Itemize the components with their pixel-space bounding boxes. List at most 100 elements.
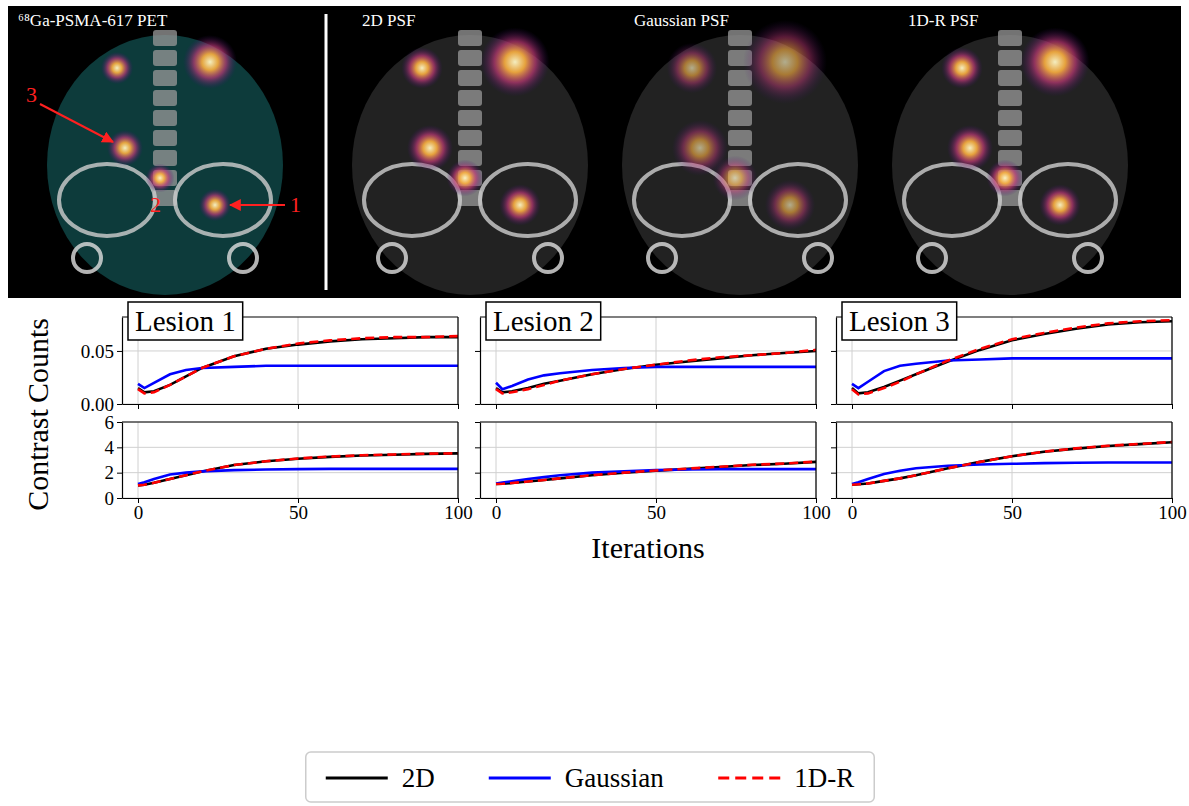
body-outline (892, 35, 1128, 295)
image-title: 1D-R PSF (908, 11, 978, 30)
tick-mark (117, 473, 122, 474)
tick: 100 (1158, 498, 1187, 523)
x-axis-line (837, 404, 1173, 405)
tick-mark (816, 404, 817, 409)
tick (831, 473, 836, 474)
legend-label: 1D-R (794, 763, 854, 793)
tick-mark (117, 351, 122, 352)
vertebra (998, 110, 1022, 126)
image-panel (622, 20, 858, 295)
tick-mark (831, 498, 836, 499)
tick-mark (852, 404, 853, 409)
image-panel (352, 28, 588, 296)
tick: 0 (492, 498, 502, 523)
y-axis-line (836, 318, 837, 405)
legend-box (306, 752, 874, 802)
uptake (407, 125, 453, 171)
tick-mark (475, 447, 480, 448)
arrow (230, 204, 285, 206)
vertebra (998, 50, 1022, 66)
vertebra (458, 90, 482, 106)
image-title: ⁶⁸Ga-PSMA-617 PET (18, 11, 168, 30)
legend-label: Gaussian (565, 763, 664, 793)
x-axis-line (837, 498, 1173, 499)
grid-line-y (480, 447, 816, 448)
uptake (713, 156, 758, 201)
tick-mark (496, 404, 497, 409)
pelvis (480, 164, 576, 236)
tick-mark (117, 447, 122, 448)
femur-head (804, 244, 832, 272)
grid-line-x (1172, 422, 1173, 498)
plot-background (836, 422, 1172, 498)
tick-label: 50 (647, 502, 666, 523)
separator (325, 14, 328, 290)
grid-line-y (122, 498, 458, 499)
y-axis-title: Contrast (21, 409, 54, 511)
grid-line-y (836, 350, 1172, 351)
series-line (138, 453, 458, 485)
frame (457, 317, 458, 404)
tick: 0 (134, 498, 144, 523)
grid-line-x (1012, 317, 1013, 404)
vertebra (728, 130, 752, 146)
image-title: 2D PSF (362, 11, 415, 30)
y-axis (831, 318, 837, 405)
tick-mark (831, 422, 836, 423)
uptake (667, 43, 717, 93)
panel-title: Lesion 1 (128, 302, 243, 340)
tick-mark (458, 404, 459, 409)
series-line (496, 350, 816, 394)
tick-label: 0 (134, 502, 144, 523)
frame (836, 421, 1172, 422)
chart-panel: Lesion 3 (831, 302, 1173, 409)
image-panel (47, 30, 283, 295)
lesion-label: 2 (150, 192, 161, 217)
tick: 6 (105, 412, 123, 433)
grid-line-x (852, 422, 853, 498)
tick: 4 (105, 437, 123, 458)
uptake (481, 28, 550, 97)
tick (475, 447, 480, 448)
series-line (496, 462, 816, 484)
chart-panel: Lesion 2 (475, 302, 817, 409)
x-axis-title: Iterations (591, 531, 704, 564)
tick (475, 473, 480, 474)
uptake (447, 160, 484, 197)
vertebra (458, 110, 482, 126)
tick (475, 351, 480, 352)
grid-line-y (122, 350, 458, 351)
legend-item: Gaussian (489, 763, 664, 793)
tick (496, 404, 497, 409)
chart-panel: 050100Iterations (475, 422, 831, 564)
panel-title-text: Lesion 3 (849, 305, 950, 337)
uptake (765, 180, 815, 230)
grid-line-y (836, 404, 1172, 405)
tick (298, 404, 299, 409)
tick-mark (298, 404, 299, 409)
grid-line-y (122, 404, 458, 405)
series-line (852, 463, 1172, 485)
image-title: Gaussian PSF (634, 11, 729, 30)
y-axis-line (122, 423, 123, 499)
grid (836, 422, 1172, 498)
vertebra (153, 130, 177, 146)
tick (458, 404, 459, 409)
grid-line-x (1012, 422, 1013, 498)
tick-label: 0.05 (81, 341, 114, 362)
tick (831, 404, 836, 405)
grid-line-y (836, 447, 1172, 448)
frame (457, 422, 458, 498)
tick-label: 50 (289, 502, 308, 523)
x-axis-line (481, 498, 817, 499)
y-axis-title: Counts (21, 318, 54, 403)
y-axis-line (122, 318, 123, 405)
femur-head (378, 244, 406, 272)
pelvis (175, 164, 271, 236)
vertebra (153, 30, 177, 46)
tick: 0 (105, 488, 123, 509)
y-axis-line (836, 423, 837, 499)
x-axis-line (123, 404, 459, 405)
y-axis: 0246 (105, 412, 123, 509)
frame (1171, 422, 1172, 498)
